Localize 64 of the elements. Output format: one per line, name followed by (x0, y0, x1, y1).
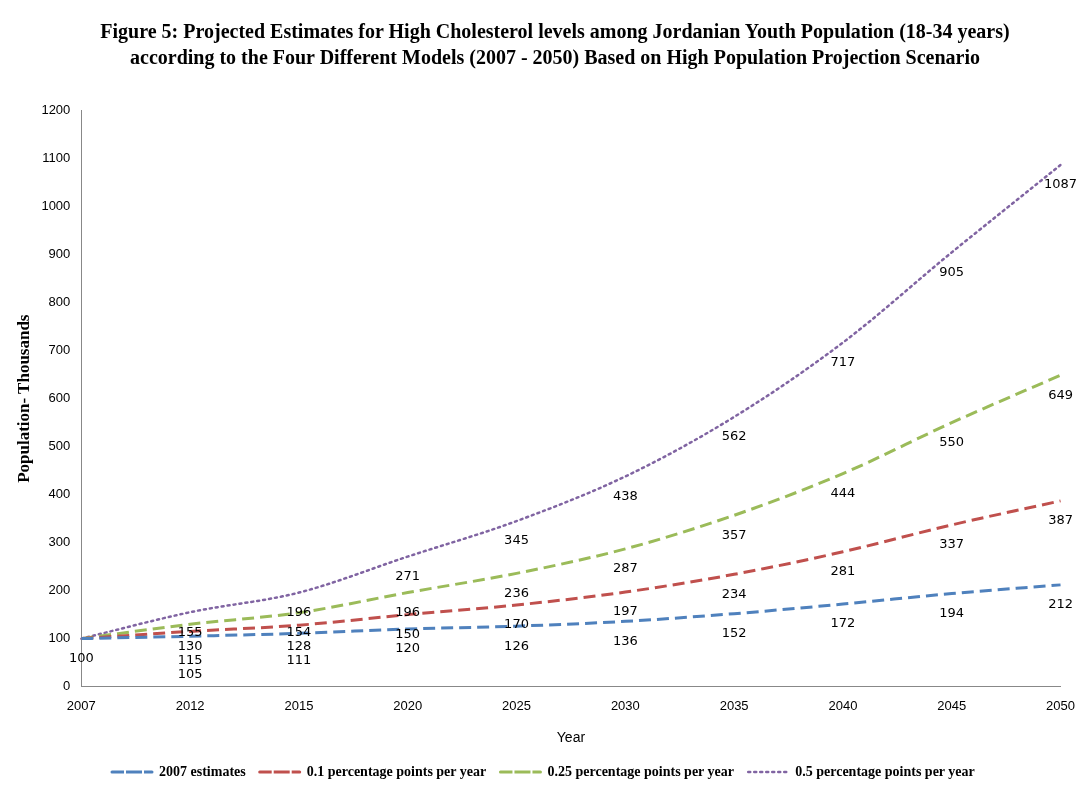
data-label: 105 (177, 665, 203, 681)
y-tick-label: 300 (48, 534, 71, 550)
data-label: 234 (721, 585, 747, 601)
data-label: 150 (395, 626, 421, 641)
y-tick-label: 600 (48, 390, 71, 406)
data-label: 111 (286, 652, 312, 668)
y-tick-label: 900 (48, 246, 71, 262)
x-tick-label: 2012 (175, 697, 205, 713)
data-label: 197 (612, 603, 638, 619)
y-tick-label: 1200 (41, 102, 71, 118)
data-label: 128 (286, 638, 312, 654)
data-label: 649 (1048, 386, 1073, 402)
data-label: 196 (395, 603, 421, 619)
y-tick-label: 100 (48, 630, 71, 646)
data-label: 345 (504, 532, 529, 548)
x-tick-label: 2025 (502, 697, 531, 713)
x-tick-label: 2020 (393, 697, 423, 713)
data-label: 271 (395, 567, 421, 583)
y-tick-label: 700 (48, 342, 71, 358)
legend-label: 2007 estimates (159, 763, 247, 779)
data-label: 196 (286, 603, 312, 619)
y-tick-label: 500 (48, 438, 71, 454)
data-label: 905 (939, 263, 965, 279)
data-label: 562 (721, 428, 747, 444)
x-tick-label: 2007 (66, 697, 96, 713)
legend-label: 0.25 percentage points per year (547, 763, 734, 779)
x-tick-label: 2050 (1046, 697, 1075, 713)
legend-label: 0.5 percentage points per year (795, 763, 975, 779)
data-label: 287 (612, 560, 638, 576)
x-tick-label: 2030 (610, 697, 640, 713)
x-axis-title: Year (556, 729, 586, 746)
data-label: 172 (830, 615, 856, 631)
y-tick-label: 800 (48, 294, 71, 310)
x-tick-label: 2040 (828, 697, 858, 713)
data-label: 115 (177, 651, 203, 667)
data-label: 100 (68, 649, 94, 665)
data-label: 126 (504, 637, 529, 653)
data-label: 1087 (1043, 176, 1078, 192)
y-tick-label: 400 (48, 486, 71, 502)
y-tick-label: 1100 (42, 150, 71, 166)
data-label: 337 (939, 536, 965, 552)
y-axis-title: Population- Thousands (13, 314, 33, 483)
data-label: 717 (830, 353, 856, 369)
data-label: 136 (612, 632, 638, 648)
data-label: 236 (504, 584, 529, 600)
data-label: 357 (721, 526, 747, 542)
data-label: 438 (612, 487, 638, 503)
data-label: 387 (1048, 512, 1073, 528)
data-label: 550 (939, 434, 965, 450)
data-label: 281 (830, 563, 856, 579)
data-label: 130 (177, 637, 203, 653)
data-label: 152 (721, 625, 747, 641)
x-tick-label: 2045 (937, 697, 967, 713)
x-tick-label: 2035 (719, 697, 749, 713)
data-label: 120 (395, 640, 421, 656)
legend-label: 0.1 percentage points per year (306, 763, 487, 779)
x-tick-label: 2015 (284, 697, 314, 713)
data-label: 212 (1048, 596, 1073, 612)
data-label: 194 (939, 604, 965, 620)
y-tick-label: 200 (48, 582, 71, 598)
data-label: 444 (830, 484, 856, 500)
y-tick-label: 0 (63, 678, 71, 694)
y-tick-label: 1000 (41, 198, 71, 214)
chart-title: Figure 5: Projected Estimates for High Cholesterol levels among Jordanian Youth Population (18-34 years) according to the Four Different Models (2007 - 2050) Based on High Population Projection Scenario (100, 19, 1010, 70)
